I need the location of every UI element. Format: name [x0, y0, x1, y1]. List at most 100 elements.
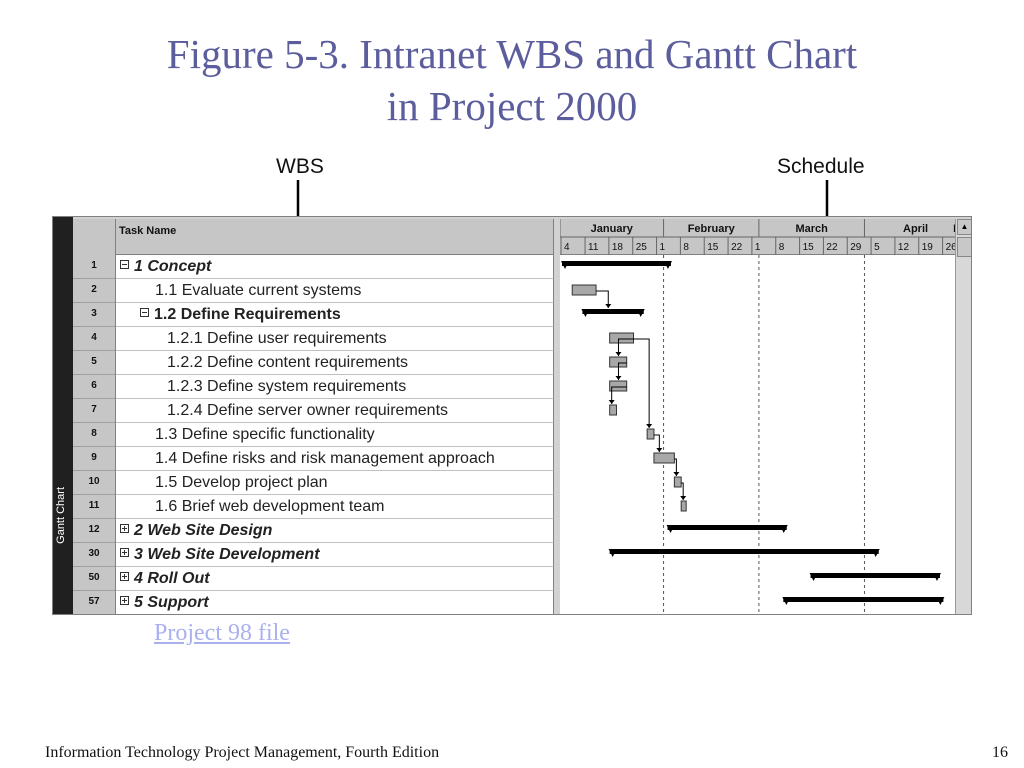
week-label: 8 — [779, 242, 785, 253]
scroll-thumb[interactable] — [957, 237, 971, 257]
row-id: 9 — [73, 447, 116, 471]
table-row[interactable]: 10 1.5 Develop project plan — [73, 471, 555, 495]
summary-bar[interactable] — [666, 525, 788, 533]
table-row[interactable]: 4 1.2.1 Define user requirements — [73, 327, 555, 351]
task-name-cell[interactable]: 1.4 Define risks and risk management app… — [116, 447, 554, 471]
dependency-arrow — [653, 434, 663, 452]
week-label: 1 — [755, 242, 761, 253]
table-row[interactable]: 12 2 Web Site Design — [73, 519, 555, 543]
view-bar[interactable]: Gantt Chart — [53, 217, 73, 614]
timescale: JanuaryFebruaryMarchAprilMa4111825181522… — [559, 219, 971, 255]
dependency-arrow — [596, 290, 612, 308]
task-name-label: 3 Web Site Development — [134, 546, 320, 563]
dependency-arrow — [680, 482, 687, 500]
table-row[interactable]: 57 5 Support — [73, 591, 555, 614]
week-label: 25 — [636, 242, 648, 253]
summary-bar[interactable] — [561, 261, 672, 269]
dependency-arrow — [615, 362, 627, 380]
task-name-cell[interactable]: 1.2.2 Define content requirements — [116, 351, 554, 375]
task-name-label: 4 Roll Out — [134, 570, 210, 587]
task-name-column-header[interactable]: Task Name — [116, 219, 554, 255]
task-name-cell[interactable]: 1.2.1 Define user requirements — [116, 327, 554, 351]
collapse-icon[interactable] — [140, 308, 149, 318]
table-row[interactable]: 2 1.1 Evaluate current systems — [73, 279, 555, 303]
table-row[interactable]: 8 1.3 Define specific functionality — [73, 423, 555, 447]
row-id: 11 — [73, 495, 116, 519]
table-row[interactable]: 9 1.4 Define risks and risk management ap… — [73, 447, 555, 471]
table-row[interactable]: 11 1.6 Brief web development team — [73, 495, 555, 519]
collapse-icon[interactable] — [120, 260, 129, 270]
month-label: April — [903, 223, 928, 235]
task-name-label: 2 Web Site Design — [134, 522, 273, 539]
task-name-cell[interactable]: 4 Roll Out — [116, 567, 554, 591]
task-table: Task Name 1 1 Concept 2 1.1 Evaluate curren… — [73, 217, 555, 614]
project-screenshot: Gantt Chart Task Name 1 1 Concept 2 1.1 Eva… — [52, 216, 972, 615]
summary-bar[interactable] — [809, 573, 941, 581]
task-name-label: 1.1 Evaluate current systems — [155, 282, 362, 299]
expand-icon[interactable] — [120, 572, 129, 582]
row-id: 50 — [73, 567, 116, 591]
row-id: 8 — [73, 423, 116, 447]
task-name-cell[interactable]: 1.2.4 Define server owner requirements — [116, 399, 554, 423]
scroll-up-icon[interactable]: ▲ — [957, 219, 971, 235]
task-bar[interactable] — [646, 428, 655, 440]
task-name-cell[interactable]: 5 Support — [116, 591, 554, 614]
slide-title-line1: Figure 5-3. Intranet WBS and Gantt Chart — [166, 31, 858, 77]
table-row[interactable]: 50 4 Roll Out — [73, 567, 555, 591]
row-id: 6 — [73, 375, 116, 399]
task-name-cell[interactable]: 1.2 Define Requirements — [116, 303, 554, 327]
task-bar[interactable] — [680, 500, 687, 512]
table-row[interactable]: 5 1.2.2 Define content requirements — [73, 351, 555, 375]
task-bar[interactable] — [609, 404, 617, 416]
task-bar[interactable] — [609, 380, 628, 392]
table-row[interactable]: 7 1.2.4 Define server owner requirements — [73, 399, 555, 423]
week-label: 26 — [946, 242, 955, 253]
task-name-cell[interactable]: 1.5 Develop project plan — [116, 471, 554, 495]
id-column-header[interactable] — [73, 219, 116, 255]
summary-bar[interactable] — [581, 309, 645, 317]
row-id: 12 — [73, 519, 116, 543]
week-label: 11 — [588, 242, 599, 253]
week-label: 22 — [826, 242, 838, 253]
week-label: 19 — [922, 242, 934, 253]
dependency-arrow — [608, 386, 627, 404]
task-name-cell[interactable]: 1.6 Brief web development team — [116, 495, 554, 519]
gantt-chart-svg — [561, 255, 945, 614]
page-number: 16 — [992, 744, 1008, 761]
week-label: 8 — [683, 242, 689, 253]
task-name-label: 1.2.2 Define content requirements — [167, 354, 409, 371]
task-bar[interactable] — [673, 476, 682, 488]
project-file-link[interactable]: Project 98 file — [154, 620, 290, 646]
task-bar[interactable] — [653, 452, 675, 464]
wbs-callout-label: WBS — [276, 155, 324, 178]
row-id: 5 — [73, 351, 116, 375]
table-row[interactable]: 30 3 Web Site Development — [73, 543, 555, 567]
expand-icon[interactable] — [120, 524, 129, 534]
task-name-cell[interactable]: 1.1 Evaluate current systems — [116, 279, 554, 303]
row-id: 10 — [73, 471, 116, 495]
table-row[interactable]: 1 1 Concept — [73, 255, 555, 279]
summary-bar[interactable] — [608, 549, 880, 557]
row-id: 7 — [73, 399, 116, 423]
expand-icon[interactable] — [120, 596, 129, 606]
task-name-cell[interactable]: 1 Concept — [116, 255, 554, 279]
task-bar[interactable] — [609, 332, 635, 344]
table-row[interactable]: 6 1.2.3 Define system requirements — [73, 375, 555, 399]
task-name-cell[interactable]: 1.2.3 Define system requirements — [116, 375, 554, 399]
month-label: February — [688, 223, 736, 235]
vertical-scrollbar[interactable]: ▲ — [955, 219, 971, 614]
task-name-cell[interactable]: 3 Web Site Development — [116, 543, 554, 567]
summary-bar[interactable] — [782, 597, 945, 605]
task-name-label: 1.2.4 Define server owner requirements — [167, 402, 449, 419]
slide-title: Figure 5-3. Intranet WBS and Gantt Chart… — [0, 28, 1024, 132]
task-name-label: 1.6 Brief web development team — [155, 498, 385, 515]
task-name-cell[interactable]: 1.3 Define specific functionality — [116, 423, 554, 447]
task-bar[interactable] — [571, 284, 597, 296]
expand-icon[interactable] — [120, 548, 129, 558]
task-name-cell[interactable]: 2 Web Site Design — [116, 519, 554, 543]
table-row[interactable]: 3 1.2 Define Requirements — [73, 303, 555, 327]
task-name-label: 1.3 Define specific functionality — [155, 426, 375, 443]
week-label: 15 — [803, 242, 815, 253]
dependency-arrow — [615, 338, 634, 356]
gantt-chart-area[interactable] — [560, 255, 955, 614]
